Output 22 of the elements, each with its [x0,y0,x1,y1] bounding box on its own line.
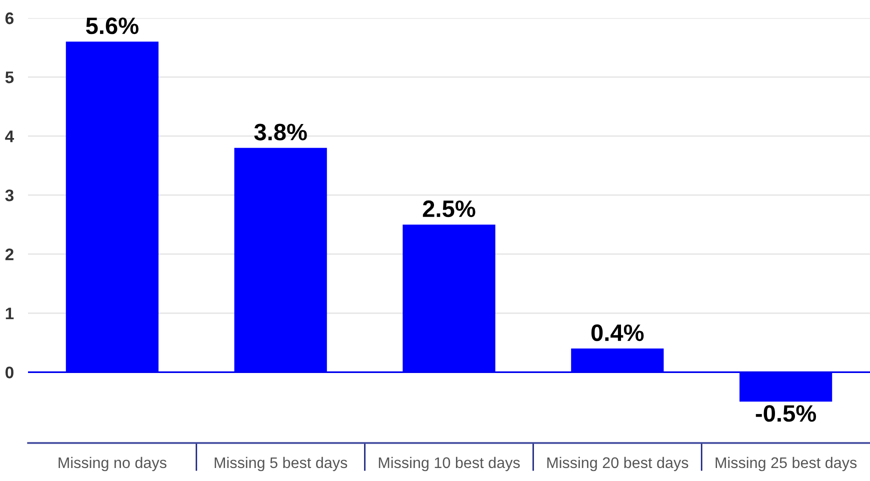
data-label: 3.8% [254,124,307,140]
y-tick-label: 3 [5,189,14,202]
data-label: -0.5% [756,405,816,422]
x-tick-label: Missing 25 best days [716,456,857,472]
bar [234,148,327,372]
bar [402,224,496,372]
x-tick-label: Missing 10 best days [378,456,520,472]
data-label: 2.5% [422,200,476,218]
bar [571,348,664,372]
x-tick-label: Missing 5 best days [214,456,348,472]
y-tick-label: 6 [5,12,14,24]
bar [739,372,832,402]
x-tick-label: Missing 20 best days [547,456,688,472]
data-label: 5.6% [86,17,138,34]
y-tick-label: 4 [5,130,14,142]
y-tick-label: 5 [5,72,14,84]
y-tick-label: 1 [6,308,14,320]
y-tick-label: 0 [6,366,14,378]
x-tick-label: Missing no days [58,456,166,472]
data-label: 0.4% [591,324,644,342]
bar [66,42,159,372]
y-tick-label: 2 [5,248,14,260]
